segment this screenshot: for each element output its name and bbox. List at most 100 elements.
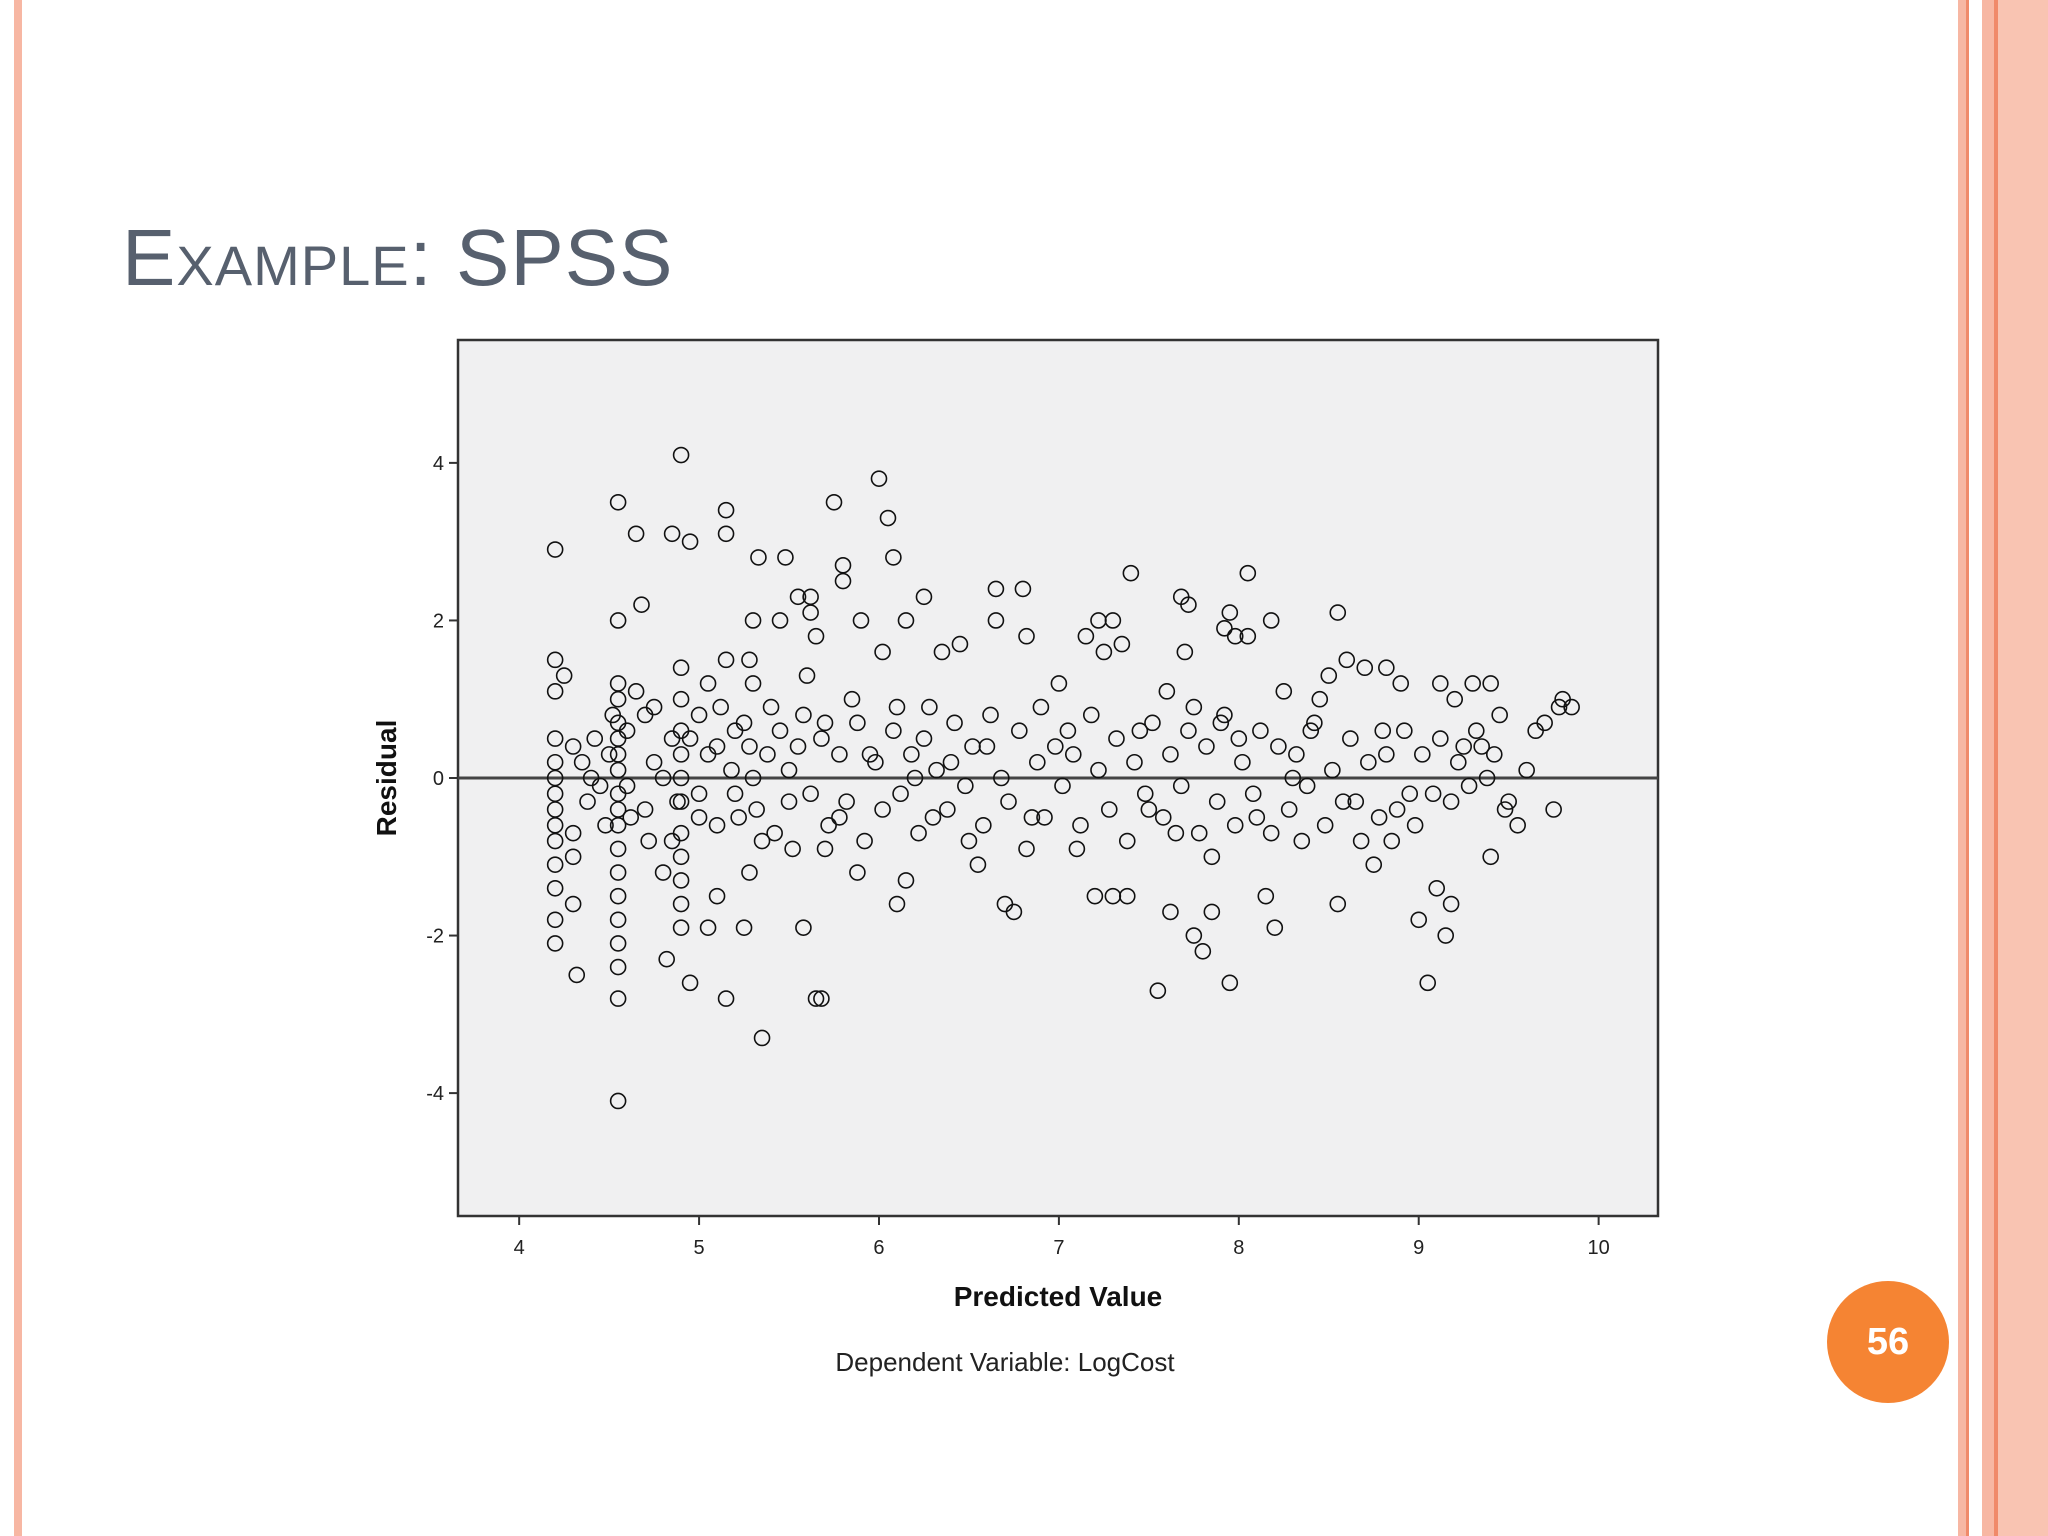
scatter-point xyxy=(546,832,564,850)
scatter-point xyxy=(1352,832,1370,850)
scatter-point xyxy=(586,730,604,747)
scatter-point xyxy=(795,919,812,936)
scatter-point xyxy=(1262,824,1280,842)
scatter-point xyxy=(1226,816,1244,834)
scatter-point xyxy=(852,612,870,629)
scatter-point xyxy=(1392,675,1410,692)
scatter-point xyxy=(1293,832,1311,850)
scatter-point xyxy=(1118,887,1136,905)
scatter-point xyxy=(1365,856,1383,873)
scatter-point xyxy=(609,1092,627,1110)
scatter-point xyxy=(564,848,582,866)
x-tick-label: 7 xyxy=(1053,1237,1064,1259)
scatter-point xyxy=(699,675,717,692)
scatter-point xyxy=(564,738,582,755)
scatter-point xyxy=(1149,982,1167,999)
scatter-point xyxy=(1442,793,1460,810)
scatter-point xyxy=(784,840,801,858)
scatter-point xyxy=(939,801,956,818)
dependent-variable-note: Dependent Variable: LogCost xyxy=(835,1347,1175,1377)
scatter-point xyxy=(597,816,614,834)
scatter-point xyxy=(681,533,699,550)
scatter-point xyxy=(903,746,920,763)
scatter-point xyxy=(1329,604,1347,621)
scatter-point xyxy=(1234,753,1251,771)
scatter-point xyxy=(546,935,564,952)
scatter-point xyxy=(723,761,740,779)
scatter-point xyxy=(654,769,672,787)
scatter-point xyxy=(681,730,699,747)
scatter-point xyxy=(759,746,776,763)
scatter-point xyxy=(1226,627,1244,645)
scatter-point xyxy=(1518,761,1535,779)
scatter-point xyxy=(856,832,873,850)
scatter-point xyxy=(1410,911,1428,929)
scatter-point xyxy=(546,911,564,929)
scatter-point xyxy=(1239,564,1257,582)
scatter-point xyxy=(591,777,609,795)
scatter-point xyxy=(1047,738,1064,755)
scatter-point xyxy=(1072,816,1089,834)
scatter-point xyxy=(708,816,726,834)
scatter-point xyxy=(1194,943,1212,960)
scatter-point xyxy=(726,785,744,803)
scatter-point xyxy=(609,690,627,708)
scatter-point xyxy=(802,785,819,803)
x-tick-label: 4 xyxy=(514,1237,525,1259)
scatter-point xyxy=(957,777,974,795)
scatter-point xyxy=(960,832,978,850)
scatter-point xyxy=(1140,801,1158,818)
x-tick-label: 8 xyxy=(1233,1237,1244,1259)
scatter-point xyxy=(885,549,902,566)
scatter-point xyxy=(1176,643,1194,661)
scatter-point xyxy=(1011,722,1028,740)
scatter-point xyxy=(609,493,627,511)
scatter-point xyxy=(672,746,690,763)
x-axis: 4 5 6 7 8 9 10 xyxy=(514,1216,1610,1259)
y-tick-label: 4 xyxy=(433,453,444,475)
scatter-point xyxy=(1190,824,1208,842)
scatter-point xyxy=(1167,824,1185,842)
scatter-point xyxy=(1482,848,1499,866)
scatter-point xyxy=(780,793,798,810)
scatter-point xyxy=(813,990,830,1007)
scatter-point xyxy=(1090,761,1107,779)
scatter-point xyxy=(1396,722,1413,740)
scatter-point xyxy=(1162,903,1179,921)
scatter-point xyxy=(906,769,924,787)
scatter-point xyxy=(870,470,888,487)
scatter-point xyxy=(546,541,564,558)
scatter-point xyxy=(1306,714,1323,732)
scatter-point xyxy=(771,612,789,629)
scatter-point xyxy=(888,895,906,913)
scatter-point xyxy=(1100,801,1118,818)
scatter-point xyxy=(741,864,758,881)
scatter-point xyxy=(762,698,780,716)
scatter-point xyxy=(1154,809,1172,826)
scatter-point xyxy=(1059,722,1077,740)
scatter-point xyxy=(964,738,981,755)
scatter-point xyxy=(741,651,758,669)
scatter-point xyxy=(807,627,825,645)
scatter-point xyxy=(1185,698,1203,716)
scatter-point xyxy=(969,856,987,873)
scatter-point xyxy=(609,840,627,858)
scatter-point xyxy=(604,706,622,724)
scatter-point xyxy=(1158,683,1176,700)
scatter-point xyxy=(987,612,1005,629)
scatter-point xyxy=(1491,706,1508,724)
page-number-badge: 56 xyxy=(1827,1281,1949,1403)
scatter-point xyxy=(1014,580,1032,598)
scatter-point xyxy=(921,698,938,716)
scatter-point xyxy=(1334,793,1352,810)
scatter-point xyxy=(1162,746,1179,763)
scatter-point xyxy=(1478,769,1496,787)
scatter-point xyxy=(1068,840,1086,858)
scatter-point xyxy=(627,525,645,543)
scatter-point xyxy=(609,935,627,952)
scatter-point xyxy=(672,872,690,889)
scatter-point xyxy=(838,793,855,810)
scatter-point xyxy=(600,746,618,763)
y-tick-label: 2 xyxy=(433,610,444,632)
scatter-point xyxy=(1054,777,1071,795)
